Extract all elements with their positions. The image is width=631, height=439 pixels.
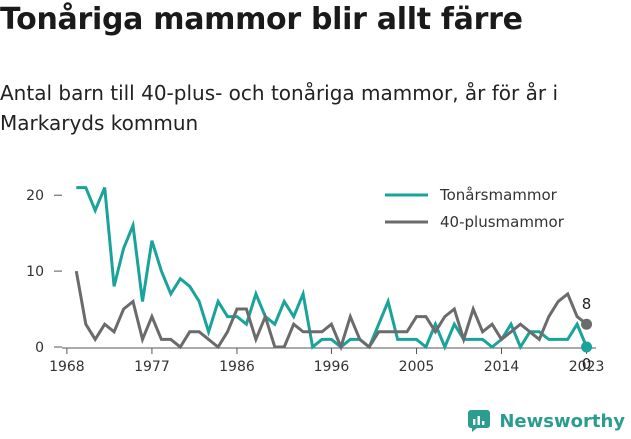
x-tick-label: 1996 xyxy=(314,359,350,375)
series-layer xyxy=(74,186,588,352)
x-tick-label: 2023 xyxy=(569,359,605,375)
x-tick-label: 1968 xyxy=(49,359,85,375)
chart-subtitle: Antal barn till 40-plus- och tonåriga ma… xyxy=(0,81,559,135)
x-tick-label: 1977 xyxy=(134,359,170,375)
brand-name: Newsworthy xyxy=(499,410,625,432)
y-tick-label: 0 xyxy=(35,340,44,356)
end-value-label: 0 xyxy=(582,355,592,373)
x-tick-label: 2014 xyxy=(484,359,520,375)
chart-title: Tonåriga mammor blir allt färre xyxy=(0,2,523,37)
newsworthy-logo-icon xyxy=(468,410,491,432)
end-point-marker xyxy=(581,318,593,330)
legend-label: 40-plusmammor xyxy=(440,213,565,231)
x-tick-label: 1986 xyxy=(219,359,255,375)
y-tick-label: 10 xyxy=(26,264,44,280)
end-value-label: 8 xyxy=(582,295,592,313)
annotation-layer: 08 xyxy=(581,295,593,373)
newsworthy-logo: Newsworthy xyxy=(467,409,625,433)
x-tick-label: 2005 xyxy=(399,359,435,375)
legend-label: Tonårsmammor xyxy=(439,186,558,204)
axis-layer: 0 10 20 1968 1977 1986 1996 2005 2014 2023 xyxy=(26,188,604,375)
end-point-marker xyxy=(581,341,593,353)
y-tick-label: 20 xyxy=(26,188,44,204)
series-line-40-plusmammor xyxy=(74,270,588,352)
legend: Tonårsmammor 40-plusmammor xyxy=(385,186,565,231)
